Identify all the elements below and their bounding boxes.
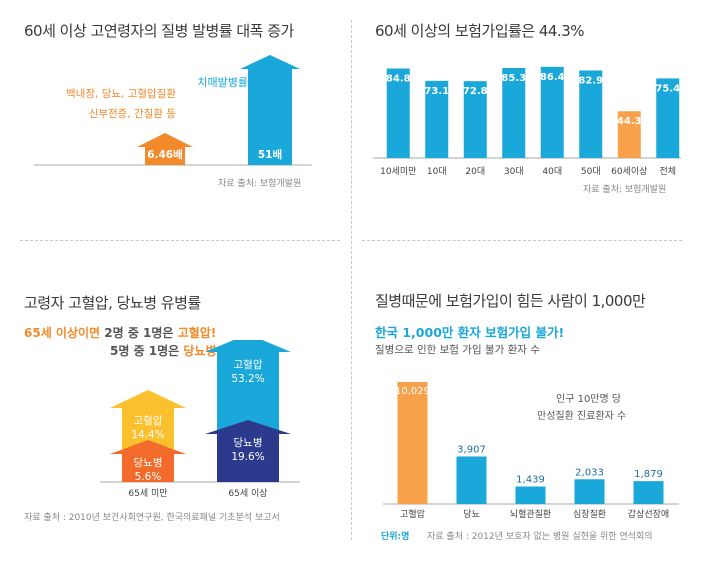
panel-title: 60세 이상 고연령자의 질병 발병률 대폭 증가: [24, 22, 294, 40]
patient-bar: [456, 456, 487, 504]
rate-value: 75.4: [655, 83, 680, 94]
unit-label: 단위:명: [381, 532, 410, 542]
rate-bar: [386, 68, 410, 158]
panel-uninsurable-patients: 질병때문에 보험가입이 힘든 사람이 1,000만 한국 1,000만 환자 보…: [351, 240, 703, 569]
panel-disease-incidence: 60세 이상 고연령자의 질병 발병률 대폭 증가 백내장, 당뇨, 고혈압질환…: [0, 0, 351, 240]
rate-bar: [425, 80, 449, 158]
disease-category: 고혈압: [400, 508, 425, 520]
rate-category: 10대: [427, 166, 447, 177]
subtitle-emphasis: 고혈압!: [177, 326, 217, 340]
patient-value: 10,029: [395, 386, 430, 397]
horizontal-divider-right: [362, 240, 682, 241]
subtitle-text: 2명 중 1명은: [100, 326, 178, 340]
rate-value: 73.1: [424, 86, 449, 97]
rate-bar: [502, 67, 526, 158]
rate-bar: [617, 111, 641, 158]
diabetes-value: 5.6%: [135, 471, 162, 483]
age-category: 65세 이상: [228, 488, 267, 499]
diabetes-arrow: [205, 420, 291, 482]
rate-bar: [656, 78, 680, 158]
subtitle-line2: 5명 중 1명은 당뇨병!: [110, 342, 222, 359]
hypertension-label: 고혈압: [134, 414, 163, 427]
panel-title: 60세 이상의 보험가입률은 44.3%: [375, 22, 585, 40]
disease-category: 심장질환: [573, 508, 606, 520]
age-category: 65세 미만: [128, 488, 167, 499]
rate-value: 44.3: [617, 116, 642, 127]
patient-bar: [633, 481, 664, 504]
incidence-value: 51배: [258, 148, 282, 161]
source-note: 자료 출처 : 2012년 보호자 없는 병원 실현을 위한 연석회의: [427, 532, 653, 542]
patient-value: 1,439: [516, 474, 545, 485]
rate-bar: [579, 70, 603, 158]
note-line2: 만성질환 진료환자 수: [537, 411, 627, 422]
incidence-value: 6.46배: [147, 148, 183, 161]
rate-category: 10세미만: [380, 166, 416, 177]
hypertension-arrow: [110, 390, 186, 452]
diabetes-label: 당뇨병: [134, 457, 163, 469]
rate-value: 72.8: [463, 86, 488, 97]
disease-category: 당뇨: [463, 509, 480, 520]
subtitle-emphasis: 당뇨병!: [183, 344, 222, 358]
rate-category: 60세이상: [611, 166, 647, 177]
disease-category: 뇌혈관질환: [510, 508, 551, 520]
rate-category: 40대: [542, 166, 562, 177]
rate-value: 84.8: [386, 73, 411, 84]
source-note: 자료 출처: 보험개발원: [583, 185, 667, 195]
subtitle-emphasis: 65세 이상이면: [24, 326, 101, 340]
rate-value: 85.3: [501, 73, 526, 84]
diabetes-label: 당뇨병: [234, 437, 263, 449]
subtitle-text: 5명 중 1명은: [110, 344, 184, 358]
panel-elderly-prevalence: 고령자 고혈압, 당뇨병 유병률 65세 이상이면 2명 중 1명은 고혈압! …: [0, 240, 351, 569]
rate-bar: [540, 66, 564, 158]
hypertension-value: 14.4%: [131, 429, 164, 441]
hypertension-value: 53.2%: [231, 373, 264, 385]
source-note: 자료 출처: 보험개발원: [218, 179, 302, 189]
panel-title: 질병때문에 보험가입이 힘든 사람이 1,000만: [375, 292, 646, 310]
incidence-arrow: [240, 55, 300, 165]
left-label-line2: 신부전증, 간질환 등: [89, 108, 177, 120]
vertical-divider: [351, 20, 352, 540]
prevalence-chart: 고혈압 14.4% 당뇨병 5.6% 65세 미만 고혈압 53.2% 당뇨병 19.6% 65세…: [100, 340, 300, 499]
left-label-line1: 백내장, 당뇨, 고혈압질환: [66, 87, 176, 100]
disease-category: 갑상선장애: [628, 508, 669, 520]
hypertension-label: 고혈압: [234, 358, 263, 371]
rate-category: 50대: [581, 166, 601, 177]
rate-category: 전체: [659, 166, 676, 177]
incidence-arrow: [137, 133, 193, 165]
rate-value: 86.4: [540, 72, 565, 83]
subtitle2: 질병으로 인한 보험 가입 불가 환자 수: [375, 344, 540, 356]
patient-value: 3,907: [457, 444, 486, 455]
right-label: 치매발병률: [197, 76, 248, 89]
panel-title: 고령자 고혈압, 당뇨병 유병률: [24, 294, 201, 312]
diabetes-value: 19.6%: [231, 451, 264, 463]
rate-value: 82.9: [578, 75, 603, 86]
rate-bar: [463, 81, 487, 158]
rate-category: 20대: [465, 166, 485, 177]
diabetes-arrow: [110, 440, 186, 482]
rate-category: 30대: [504, 166, 524, 177]
patient-bar: [397, 382, 428, 504]
patient-value: 2,033: [575, 467, 604, 478]
subtitle-line1: 65세 이상이면 2명 중 1명은 고혈압!: [24, 324, 216, 341]
patient-bar: [515, 486, 546, 504]
source-note: 자료 출처 : 2010년 보건사회연구원, 한국의료패널 기초분석 보고서: [24, 513, 280, 523]
uninsurable-chart: 10,029 고혈압 3,907 당뇨 1,439 뇌혈관질환 2,033 심장질환 1,879…: [383, 382, 679, 520]
patient-value: 1,879: [634, 469, 663, 480]
insurance-rate-chart: 84.8 10세미만 73.1 10대 72.8 20대 85.3 30대 86.4 40대 82.…: [373, 66, 681, 177]
incidence-chart: 백내장, 당뇨, 고혈압질환 신부전증, 간질환 등 치매발병률 6.46배 51…: [34, 55, 312, 166]
panel-insurance-rate: 60세 이상의 보험가입률은 44.3% 84.8 10세미만 73.1 10대 72.…: [351, 0, 703, 240]
horizontal-divider-left: [20, 240, 340, 241]
hypertension-arrow: [205, 340, 291, 432]
note-line1: 인구 10만명 당: [556, 394, 622, 405]
patient-bar: [574, 479, 605, 504]
subtitle: 한국 1,000만 환자 보험가입 불가!: [375, 325, 565, 340]
